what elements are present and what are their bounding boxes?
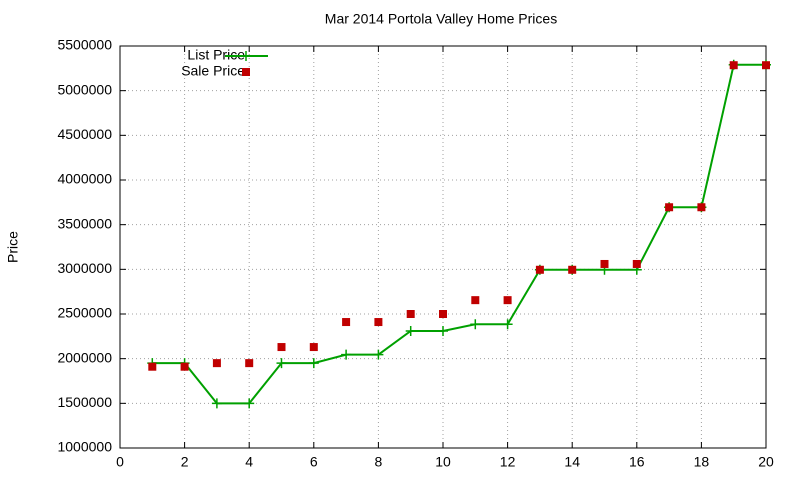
x-tick-label: 12 bbox=[500, 454, 516, 470]
point-marker bbox=[438, 325, 448, 336]
point-marker bbox=[439, 310, 447, 318]
y-tick-label: 3000000 bbox=[57, 260, 112, 276]
point-marker bbox=[697, 203, 706, 212]
legend-swatch bbox=[241, 51, 251, 61]
point-marker bbox=[503, 296, 512, 305]
point-marker bbox=[244, 398, 255, 409]
x-tick-label: 14 bbox=[564, 454, 580, 470]
y-tick-label: 1000000 bbox=[57, 439, 112, 455]
point-marker bbox=[470, 319, 481, 330]
point-marker bbox=[211, 398, 222, 409]
point-marker bbox=[342, 318, 351, 327]
x-tick-label: 0 bbox=[116, 454, 124, 470]
point-marker bbox=[535, 265, 544, 274]
point-marker bbox=[600, 259, 609, 268]
point-marker bbox=[276, 358, 287, 369]
point-marker bbox=[212, 359, 221, 368]
point-marker bbox=[406, 310, 415, 318]
x-tick-label: 2 bbox=[181, 454, 189, 470]
y-tick-label: 3500000 bbox=[57, 215, 112, 231]
legend-label: List Price bbox=[187, 47, 245, 63]
point-marker bbox=[277, 343, 286, 352]
plot-border bbox=[119, 45, 767, 449]
y-tick-label: 5000000 bbox=[57, 81, 112, 97]
x-tick-label: 18 bbox=[694, 454, 710, 470]
y-tick-label: 5500000 bbox=[57, 37, 112, 53]
x-tick-label: 10 bbox=[435, 454, 451, 470]
x-tick-label: 16 bbox=[629, 454, 645, 470]
point-marker bbox=[568, 265, 577, 274]
y-tick-label: 2000000 bbox=[57, 349, 112, 365]
point-marker bbox=[373, 349, 384, 360]
chart-title: Mar 2014 Portola Valley Home Prices bbox=[325, 11, 557, 27]
point-marker bbox=[245, 359, 254, 368]
x-tick-label: 6 bbox=[310, 454, 318, 470]
x-tick-label: 20 bbox=[758, 454, 774, 470]
y-axis-label: Price bbox=[5, 231, 21, 263]
point-marker bbox=[180, 362, 189, 371]
point-marker bbox=[148, 362, 157, 371]
y-tick-label: 1500000 bbox=[57, 394, 112, 410]
point-marker bbox=[471, 296, 480, 305]
data-line bbox=[152, 63, 766, 405]
point-marker bbox=[502, 319, 513, 330]
y-tick-label: 2500000 bbox=[57, 305, 112, 321]
point-marker bbox=[374, 318, 383, 327]
point-marker bbox=[308, 358, 319, 369]
point-marker bbox=[341, 349, 352, 360]
x-tick-label: 8 bbox=[375, 454, 383, 470]
point-marker bbox=[309, 343, 318, 352]
y-tick-label: 4000000 bbox=[57, 171, 112, 187]
legend-label: Sale Price bbox=[181, 63, 245, 79]
point-marker bbox=[632, 259, 641, 268]
legend-swatch bbox=[242, 68, 250, 76]
point-marker bbox=[665, 203, 674, 212]
x-tick-label: 4 bbox=[245, 454, 253, 470]
y-tick-label: 4500000 bbox=[57, 126, 112, 142]
point-marker bbox=[729, 61, 738, 70]
point-marker bbox=[405, 325, 416, 336]
point-marker bbox=[762, 61, 770, 70]
